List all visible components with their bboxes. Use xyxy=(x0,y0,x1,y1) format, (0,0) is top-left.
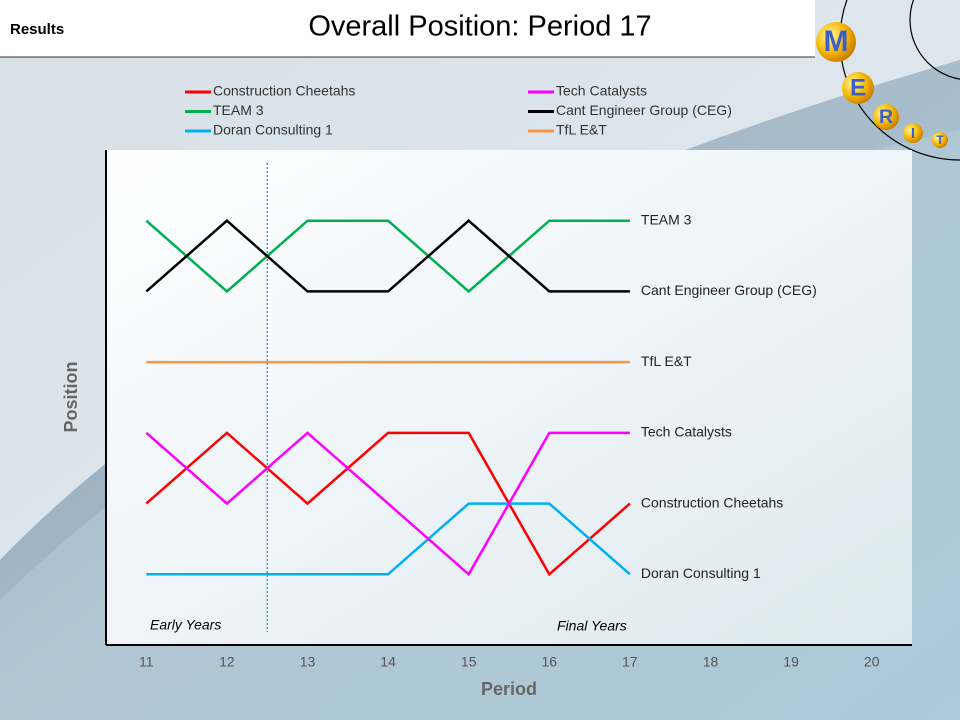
logo: MER I T xyxy=(816,22,948,148)
x-tick-label: 12 xyxy=(219,654,235,670)
series-line xyxy=(145,219,630,294)
legend-label: TEAM 3 xyxy=(213,102,264,118)
x-tick-label: 20 xyxy=(864,654,880,670)
logo-letter: E xyxy=(850,74,866,101)
series-line xyxy=(146,502,631,576)
chart-title: Overall Position: Period 17 xyxy=(308,11,651,43)
end-label: Tech Catalysts xyxy=(641,424,732,440)
x-tick-label: 19 xyxy=(783,654,799,670)
logo-ball xyxy=(842,72,874,104)
logo-ring xyxy=(909,0,960,80)
series-line xyxy=(145,431,630,577)
end-label: TEAM 3 xyxy=(641,211,692,227)
x-tick-label: 18 xyxy=(703,654,719,670)
logo-letter: T xyxy=(936,133,944,147)
logo-ball xyxy=(816,22,856,62)
annotation: Final Years xyxy=(557,618,627,634)
logo-ball xyxy=(903,123,923,143)
header: Results xyxy=(10,21,64,38)
logo-letter: R xyxy=(879,106,893,128)
y-axis-label: Position xyxy=(61,362,81,433)
swoosh xyxy=(0,0,960,560)
logo-letter: M xyxy=(824,25,849,58)
x-tick-label: 13 xyxy=(300,654,316,670)
plot-area xyxy=(106,150,912,645)
series-line xyxy=(145,431,631,577)
x-tick-label: 11 xyxy=(139,654,154,670)
legend-label: Doran Consulting 1 xyxy=(213,122,333,138)
end-label: Doran Consulting 1 xyxy=(641,565,761,581)
end-label: Cant Engineer Group (CEG) xyxy=(641,282,817,298)
legend-label: Tech Catalysts xyxy=(556,83,647,99)
legend-label: TfL E&T xyxy=(556,122,607,138)
header-band xyxy=(0,0,815,57)
end-label: TfL E&T xyxy=(641,353,692,369)
x-tick-label: 14 xyxy=(380,654,396,670)
x-tick-label: 17 xyxy=(622,654,638,670)
logo-ball xyxy=(873,104,899,130)
x-tick-label: 16 xyxy=(542,654,558,670)
end-label: Construction Cheetahs xyxy=(641,494,783,510)
series-line xyxy=(145,219,630,293)
legend-label: Construction Cheetahs xyxy=(213,83,355,99)
logo-letter: I xyxy=(911,125,915,142)
annotation: Early Years xyxy=(150,617,221,633)
x-tick-label: 15 xyxy=(461,654,477,670)
legend-label: Cant Engineer Group (CEG) xyxy=(556,102,732,118)
logo-ball xyxy=(932,132,948,148)
x-axis-label: Period xyxy=(481,679,537,699)
